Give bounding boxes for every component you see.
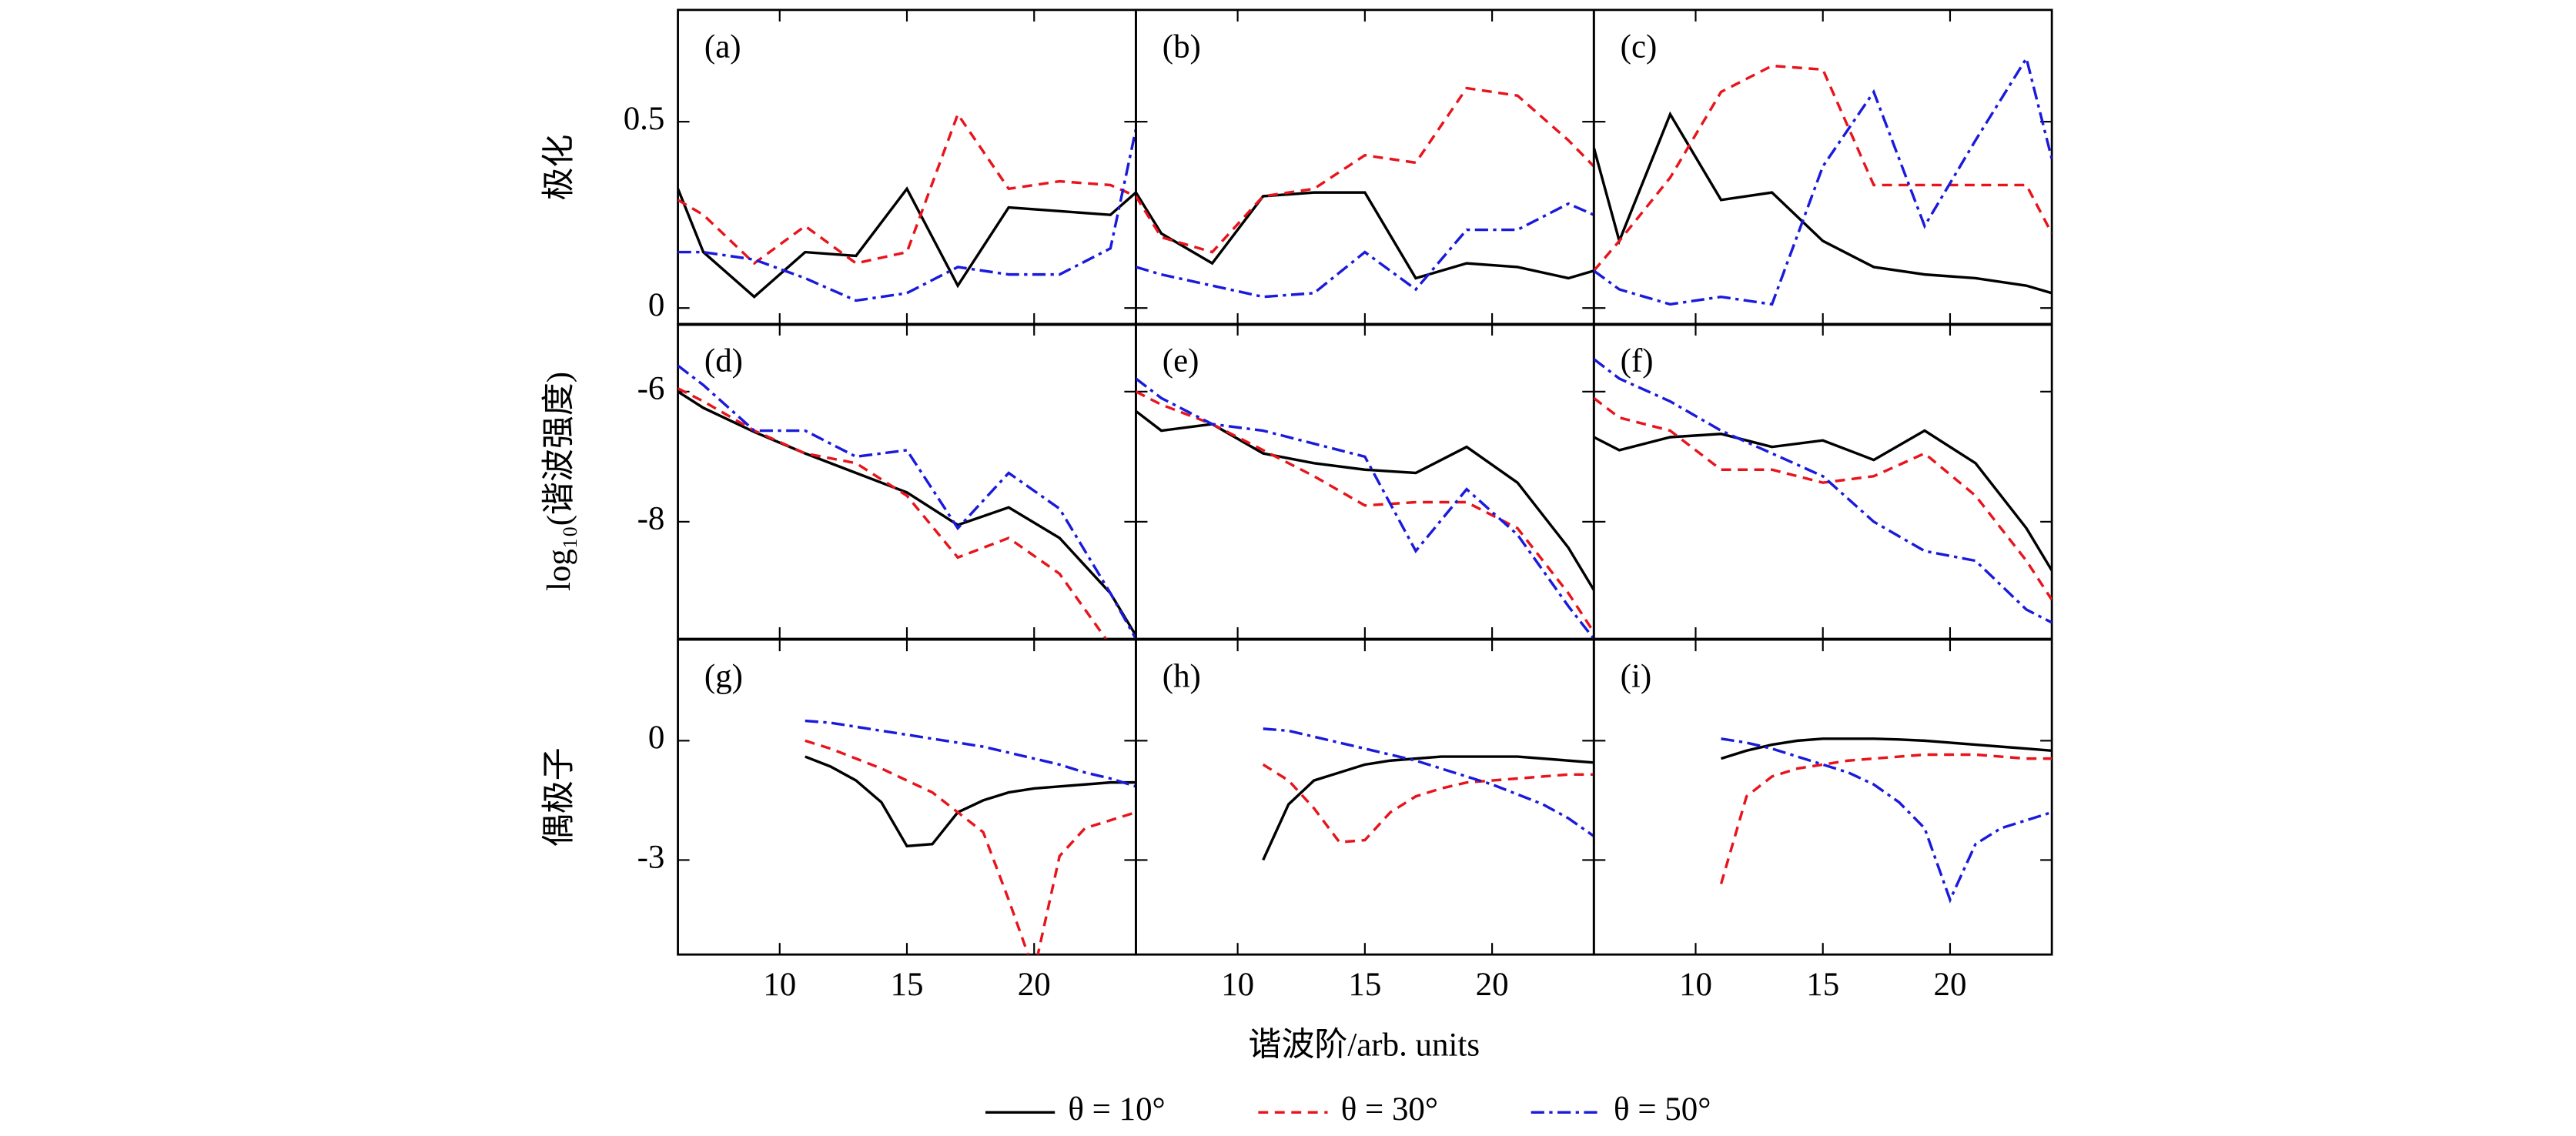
x-tick-label: 15: [891, 967, 924, 1003]
y-tick-label: -3: [637, 839, 665, 875]
panel-label: (i): [1621, 658, 1652, 694]
series-line: [1594, 55, 2052, 306]
series-line: [1136, 86, 1594, 254]
series-line: [1594, 429, 2052, 572]
y-tick-label: -8: [637, 501, 665, 537]
legend-label: θ = 10°: [1068, 1091, 1165, 1128]
series-line: [1136, 202, 1594, 299]
panel-label: (e): [1163, 342, 1199, 379]
series-line: [677, 129, 1136, 302]
panel-frame: [677, 638, 1137, 956]
x-tick-label: 10: [1221, 967, 1254, 1003]
x-tick-label: 15: [1348, 967, 1381, 1003]
x-tick-label: 10: [763, 967, 796, 1003]
series-line: [1136, 377, 1594, 640]
panel-label: (f): [1621, 342, 1654, 379]
y-axis-label: 偶极子: [541, 747, 577, 847]
x-axis-label: 谐波阶/arb. units: [1249, 1027, 1480, 1063]
series-line: [1263, 727, 1594, 837]
series-line: [1262, 755, 1594, 861]
y-axis-label: log₁₀(谐波强度): [541, 372, 577, 591]
series-line: [1594, 396, 2052, 601]
y-tick-label: 0: [648, 720, 664, 756]
y-tick-label: -6: [637, 371, 665, 407]
legend-label: θ = 50°: [1614, 1091, 1711, 1128]
x-tick-label: 10: [1679, 967, 1712, 1003]
panel-label: (g): [704, 658, 743, 694]
y-axis-label: 极化: [541, 134, 577, 200]
x-tick-label: 20: [1933, 967, 1966, 1003]
panel-label: (c): [1621, 28, 1658, 65]
y-tick-label: 0.5: [624, 101, 665, 137]
x-tick-label: 20: [1018, 967, 1051, 1003]
series-line: [805, 755, 1136, 848]
x-tick-label: 20: [1476, 967, 1509, 1003]
series-line: [1594, 111, 2052, 295]
panel-frame: [677, 322, 1137, 640]
series-line: [1136, 409, 1594, 591]
panel-label: (d): [704, 342, 743, 379]
panel-label: (h): [1163, 658, 1201, 694]
series-line: [805, 719, 1136, 788]
series-line: [1594, 358, 2052, 624]
series-line: [677, 390, 1136, 636]
panel-frame: [1135, 322, 1595, 640]
panel-frame: [1592, 638, 2053, 956]
x-tick-label: 15: [1806, 967, 1839, 1003]
series-line: [677, 387, 1108, 640]
panel-frame: [677, 8, 1137, 326]
series-line: [1721, 737, 2052, 904]
series-line: [805, 739, 1136, 955]
series-line: [677, 186, 1136, 299]
panel-label: (b): [1163, 28, 1201, 65]
series-line: [1721, 737, 2052, 760]
series-line: [1262, 763, 1594, 844]
y-tick-label: 0: [648, 287, 664, 323]
series-line: [1719, 753, 2052, 884]
legend-label: θ = 30°: [1341, 1091, 1438, 1128]
series-line: [1136, 390, 1594, 633]
panel-label: (a): [704, 28, 741, 65]
series-line: [1136, 191, 1594, 280]
panel-frame: [1135, 8, 1595, 326]
panel-frame: [1592, 8, 2053, 326]
series-line: [677, 111, 1136, 266]
series-line: [677, 364, 1136, 640]
